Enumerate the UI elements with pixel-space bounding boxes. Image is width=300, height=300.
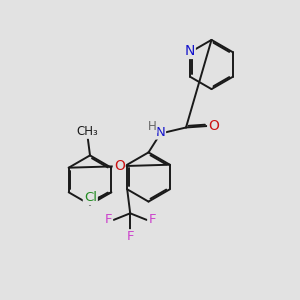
Text: N: N (184, 44, 195, 58)
Text: F: F (148, 213, 156, 226)
Text: O: O (208, 119, 219, 133)
Text: H: H (148, 119, 157, 133)
Text: Cl: Cl (84, 191, 97, 204)
Text: N: N (155, 125, 165, 139)
Text: CH₃: CH₃ (77, 125, 98, 138)
Text: O: O (114, 159, 125, 172)
Text: F: F (104, 213, 112, 226)
Text: F: F (126, 230, 134, 243)
